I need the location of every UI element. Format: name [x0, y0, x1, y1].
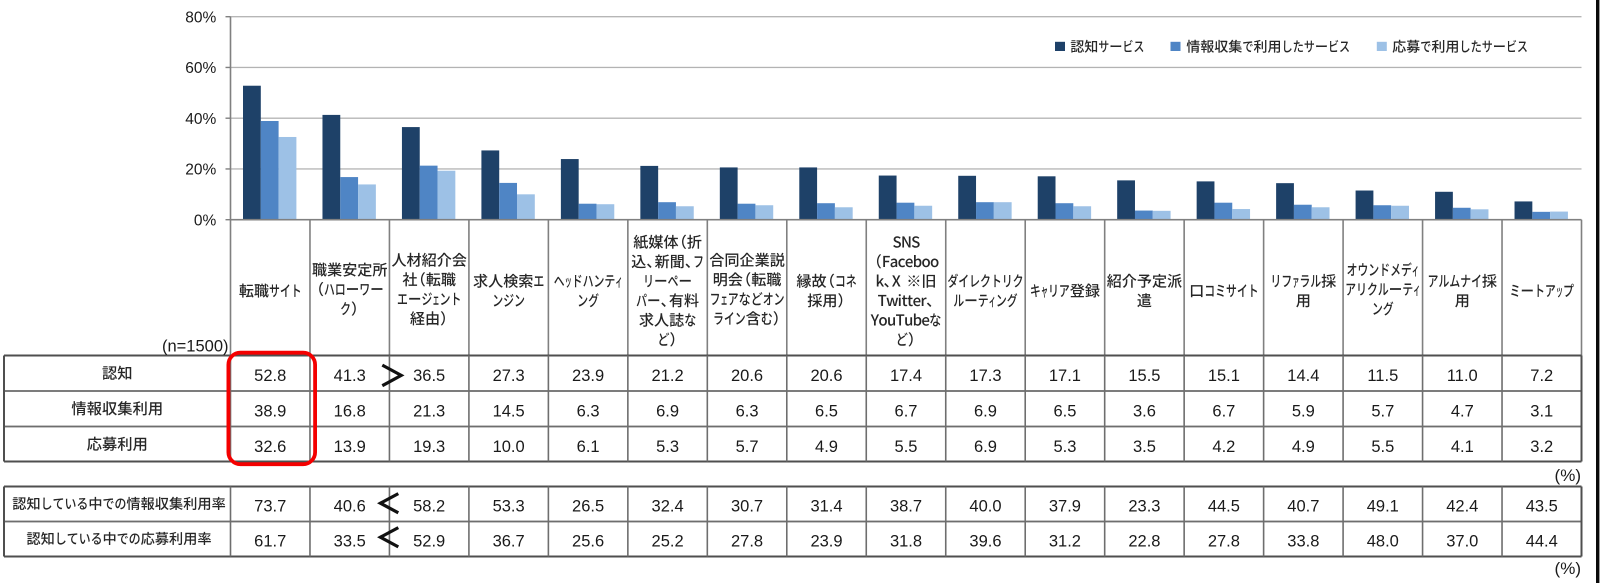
svg-text:6.3: 6.3 [736, 402, 759, 420]
svg-text:14.5: 14.5 [493, 402, 525, 420]
svg-text:31.8: 31.8 [890, 532, 922, 550]
svg-text:48.0: 48.0 [1367, 532, 1399, 550]
svg-text:40.7: 40.7 [1287, 497, 1319, 515]
svg-text:80%: 80% [185, 9, 216, 26]
svg-text:5.7: 5.7 [1371, 402, 1394, 420]
svg-text:6.7: 6.7 [1212, 402, 1235, 420]
svg-text:4.2: 4.2 [1212, 438, 1235, 456]
svg-text:6.7: 6.7 [895, 402, 918, 420]
svg-text:44.5: 44.5 [1208, 497, 1240, 515]
svg-text:40.6: 40.6 [334, 497, 366, 515]
svg-text:11.5: 11.5 [1367, 367, 1398, 385]
svg-text:58.2: 58.2 [413, 497, 445, 515]
svg-text:(%): (%) [1555, 559, 1581, 578]
svg-text:38.7: 38.7 [890, 497, 922, 515]
svg-text:73.7: 73.7 [254, 497, 286, 515]
svg-text:25.6: 25.6 [572, 532, 604, 550]
svg-text:37.0: 37.0 [1446, 532, 1478, 550]
svg-text:41.3: 41.3 [334, 367, 366, 385]
svg-text:21.3: 21.3 [413, 402, 445, 420]
svg-text:5.7: 5.7 [736, 438, 759, 456]
svg-text:22.8: 22.8 [1128, 532, 1160, 550]
svg-text:36.5: 36.5 [413, 367, 445, 385]
svg-text:52.9: 52.9 [413, 532, 445, 550]
svg-text:20.6: 20.6 [731, 367, 763, 385]
svg-text:44.4: 44.4 [1526, 532, 1558, 550]
svg-text:23.3: 23.3 [1128, 497, 1160, 515]
svg-text:39.6: 39.6 [969, 532, 1001, 550]
svg-text:42.4: 42.4 [1446, 497, 1478, 515]
svg-text:43.5: 43.5 [1526, 497, 1558, 515]
svg-text:40.0: 40.0 [969, 497, 1001, 515]
svg-text:17.4: 17.4 [890, 367, 922, 385]
svg-text:53.3: 53.3 [493, 497, 525, 515]
svg-text:6.9: 6.9 [974, 402, 997, 420]
svg-text:6.5: 6.5 [815, 402, 838, 420]
svg-text:4.9: 4.9 [1292, 438, 1315, 456]
svg-text:17.1: 17.1 [1049, 367, 1081, 385]
svg-text:(n=1500): (n=1500) [162, 337, 229, 355]
svg-text:4.1: 4.1 [1451, 438, 1474, 456]
svg-text:40%: 40% [185, 111, 216, 128]
svg-text:33.8: 33.8 [1287, 532, 1319, 550]
svg-text:15.1: 15.1 [1208, 367, 1240, 385]
svg-text:4.9: 4.9 [815, 438, 838, 456]
svg-text:32.6: 32.6 [254, 438, 286, 456]
svg-text:21.2: 21.2 [652, 367, 684, 385]
svg-text:27.8: 27.8 [731, 532, 763, 550]
svg-text:60%: 60% [185, 60, 216, 77]
svg-text:52.8: 52.8 [254, 367, 286, 385]
svg-text:20.6: 20.6 [810, 367, 842, 385]
svg-text:14.4: 14.4 [1287, 367, 1319, 385]
svg-text:6.5: 6.5 [1053, 402, 1076, 420]
svg-text:3.5: 3.5 [1133, 438, 1156, 456]
svg-text:3.6: 3.6 [1133, 402, 1156, 420]
svg-text:(%): (%) [1555, 466, 1581, 485]
svg-text:23.9: 23.9 [572, 367, 604, 385]
svg-text:13.9: 13.9 [334, 438, 366, 456]
svg-text:7.2: 7.2 [1530, 367, 1553, 385]
svg-text:6.9: 6.9 [974, 438, 997, 456]
svg-text:20%: 20% [185, 162, 216, 179]
svg-text:33.5: 33.5 [334, 532, 366, 550]
svg-text:6.3: 6.3 [577, 402, 600, 420]
svg-text:61.7: 61.7 [254, 532, 286, 550]
svg-text:11.0: 11.0 [1447, 367, 1478, 385]
svg-text:27.8: 27.8 [1208, 532, 1240, 550]
svg-text:5.5: 5.5 [1371, 438, 1394, 456]
svg-text:31.2: 31.2 [1049, 532, 1081, 550]
svg-text:3.1: 3.1 [1530, 402, 1553, 420]
svg-text:32.4: 32.4 [652, 497, 684, 515]
svg-text:5.9: 5.9 [1292, 402, 1315, 420]
svg-text:36.7: 36.7 [493, 532, 525, 550]
svg-text:31.4: 31.4 [810, 497, 842, 515]
svg-text:19.3: 19.3 [413, 438, 445, 456]
svg-text:37.9: 37.9 [1049, 497, 1081, 515]
svg-text:5.3: 5.3 [1053, 438, 1076, 456]
svg-text:30.7: 30.7 [731, 497, 763, 515]
svg-text:3.2: 3.2 [1530, 438, 1553, 456]
svg-text:15.5: 15.5 [1128, 367, 1160, 385]
svg-text:38.9: 38.9 [254, 402, 286, 420]
svg-text:16.8: 16.8 [334, 402, 366, 420]
svg-text:6.1: 6.1 [577, 438, 600, 456]
svg-text:5.3: 5.3 [656, 438, 679, 456]
svg-text:27.3: 27.3 [493, 367, 525, 385]
svg-text:49.1: 49.1 [1367, 497, 1399, 515]
svg-text:4.7: 4.7 [1451, 402, 1474, 420]
svg-text:6.9: 6.9 [656, 402, 679, 420]
svg-text:23.9: 23.9 [810, 532, 842, 550]
svg-text:26.5: 26.5 [572, 497, 604, 515]
svg-text:0%: 0% [194, 212, 217, 229]
svg-text:25.2: 25.2 [652, 532, 684, 550]
svg-text:10.0: 10.0 [493, 438, 525, 456]
svg-text:5.5: 5.5 [895, 438, 918, 456]
svg-text:17.3: 17.3 [969, 367, 1001, 385]
